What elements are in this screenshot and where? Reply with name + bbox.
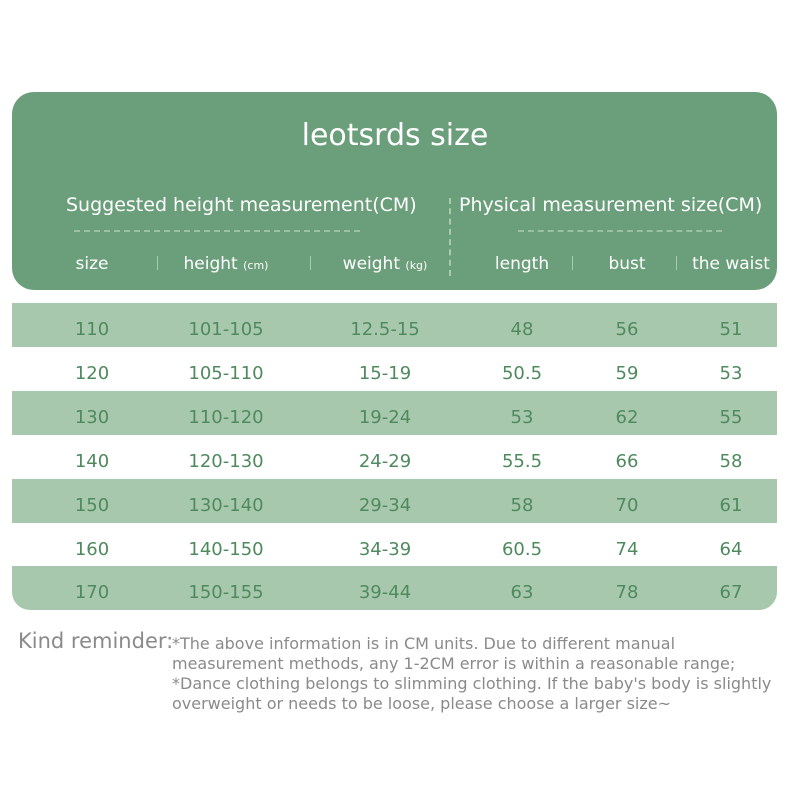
column-header: weight (kg) xyxy=(343,254,428,274)
cell: 105-110 xyxy=(188,362,264,384)
reminder-label: Kind reminder: xyxy=(18,629,174,653)
reminder-line: *The above information is in CM units. D… xyxy=(172,634,736,673)
separator xyxy=(572,256,573,270)
cell: 130 xyxy=(74,406,110,428)
column-label: height xyxy=(183,254,238,274)
column-header: the waist xyxy=(692,254,770,274)
cell: 48 xyxy=(510,319,534,340)
cell: 110 xyxy=(74,319,110,340)
cell: 56 xyxy=(615,319,639,340)
column-header: height (cm) xyxy=(184,254,269,274)
cell: 62 xyxy=(615,406,639,428)
cell: 19-24 xyxy=(358,406,412,428)
separator xyxy=(449,198,451,276)
divider xyxy=(74,230,360,232)
cell: 58 xyxy=(719,450,743,472)
reminder-text: *The above information is in CM units. D… xyxy=(172,634,782,714)
column-header: size xyxy=(76,254,109,274)
cell: 120 xyxy=(74,362,110,384)
separator xyxy=(676,256,677,270)
cell: 61 xyxy=(719,494,743,516)
cell: 55 xyxy=(719,406,743,428)
cell: 74 xyxy=(615,538,639,560)
cell: 150-155 xyxy=(188,582,264,604)
cell: 101-105 xyxy=(188,319,264,340)
cell: 67 xyxy=(719,582,743,604)
column-header: bust xyxy=(608,254,645,274)
cell: 55.5 xyxy=(501,450,543,472)
column-unit: (kg) xyxy=(405,259,428,272)
cell: 150 xyxy=(74,494,110,516)
column-header: length xyxy=(495,254,549,274)
cell: 78 xyxy=(615,582,639,604)
column-label: the waist xyxy=(692,254,770,274)
header-panel xyxy=(12,92,777,290)
cell: 50.5 xyxy=(501,362,543,384)
divider xyxy=(518,230,722,232)
cell: 66 xyxy=(615,450,639,472)
cell: 51 xyxy=(719,319,743,340)
column-label: bust xyxy=(608,254,646,274)
cell: 53 xyxy=(510,406,534,428)
cell: 34-39 xyxy=(358,538,412,560)
column-label: weight xyxy=(342,254,400,274)
cell: 59 xyxy=(615,362,639,384)
cell: 140-150 xyxy=(188,538,264,560)
cell: 29-34 xyxy=(358,494,412,516)
cell: 12.5-15 xyxy=(350,319,420,340)
group-left: Suggested height measurement(CM) xyxy=(66,194,417,216)
separator xyxy=(157,256,158,270)
row-band xyxy=(12,390,777,435)
row-band xyxy=(12,566,777,611)
cell: 140 xyxy=(74,450,110,472)
title: leotsrds size xyxy=(301,118,489,153)
cell: 58 xyxy=(510,494,534,516)
cell: 130-140 xyxy=(188,494,264,516)
cell: 160 xyxy=(74,538,110,560)
cell: 39-44 xyxy=(358,582,412,604)
cell: 15-19 xyxy=(358,362,412,384)
group-right: Physical measurement size(CM) xyxy=(459,194,763,216)
column-label: size xyxy=(75,254,109,274)
row-band xyxy=(12,478,777,523)
cell: 63 xyxy=(510,582,534,604)
cell: 60.5 xyxy=(501,538,543,560)
cell: 170 xyxy=(74,582,110,604)
row-band xyxy=(12,303,777,347)
cell: 24-29 xyxy=(358,450,412,472)
column-label: length xyxy=(494,254,550,274)
separator xyxy=(310,256,311,270)
cell: 64 xyxy=(719,538,743,560)
cell: 110-120 xyxy=(188,406,264,428)
cell: 53 xyxy=(719,362,743,384)
cell: 70 xyxy=(615,494,639,516)
cell: 120-130 xyxy=(188,450,264,472)
reminder-line: *Dance clothing belongs to slimming clot… xyxy=(172,674,772,713)
column-unit: (cm) xyxy=(243,259,269,272)
